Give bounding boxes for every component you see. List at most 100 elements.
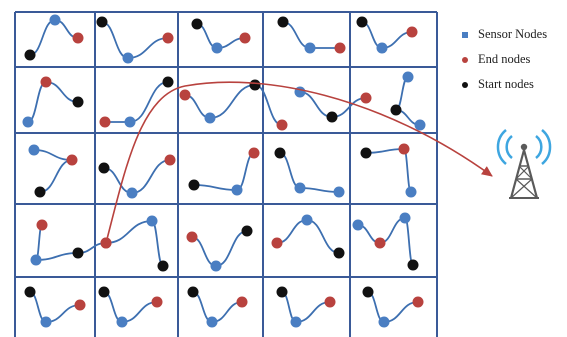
start-node (157, 260, 169, 272)
end-node (374, 237, 386, 249)
start-node (188, 179, 200, 191)
start-node (241, 225, 253, 237)
end-node (236, 296, 248, 308)
start-node (191, 18, 203, 30)
legend: Sensor Nodes End nodes Start nodes (462, 22, 547, 97)
node-path (27, 81, 79, 123)
sensor-node (116, 316, 128, 328)
end-node (276, 119, 288, 131)
node-path (192, 291, 243, 323)
sensor-node (352, 219, 364, 231)
end-node (74, 299, 86, 311)
sensor-node (124, 116, 136, 128)
end-node (99, 116, 111, 128)
sensor-node (402, 71, 414, 83)
start-node (98, 286, 110, 298)
node-path (103, 159, 171, 194)
start-node (333, 247, 345, 259)
start-node (277, 16, 289, 28)
cell-tower-icon (496, 129, 552, 199)
end-node (398, 143, 410, 155)
start-node (187, 286, 199, 298)
sensor-node (49, 14, 61, 26)
grid (14, 11, 438, 337)
start-node (249, 79, 261, 91)
sensor-node (333, 186, 345, 198)
start-node (390, 104, 402, 116)
sensor-node (126, 187, 138, 199)
end-node (164, 154, 176, 166)
node-path (357, 217, 414, 266)
end-node (162, 32, 174, 44)
start-node (98, 162, 110, 174)
sensor-node (210, 260, 222, 272)
sensor-node (414, 119, 426, 131)
node-path (29, 291, 81, 323)
node-path (101, 21, 169, 59)
sensor-node (22, 116, 34, 128)
sensor-node (301, 214, 313, 226)
node-path (365, 148, 412, 193)
node-path (193, 152, 255, 191)
sensor-node (405, 186, 417, 198)
sensor-node (294, 182, 306, 194)
start-node (407, 259, 419, 271)
start-node (24, 49, 36, 61)
start-node (274, 147, 286, 159)
start-node (34, 186, 46, 198)
start-node (162, 76, 174, 88)
sensor-node (204, 112, 216, 124)
start-node (24, 286, 36, 298)
end-node (360, 92, 372, 104)
sensor-node (231, 184, 243, 196)
sensor-node (206, 316, 218, 328)
end-node (72, 32, 84, 44)
node-path (103, 291, 158, 323)
node-path (105, 220, 164, 267)
end-node (151, 296, 163, 308)
node-path (395, 76, 421, 126)
end-node (239, 32, 251, 44)
start-node (360, 147, 372, 159)
legend-marker-sensor (462, 31, 468, 38)
end-node (186, 231, 198, 243)
legend-marker-start (462, 81, 468, 88)
node-path (281, 291, 331, 323)
end-node (271, 237, 283, 249)
legend-item-start: Start nodes (462, 72, 547, 97)
legend-label-sensor: Sensor Nodes (478, 27, 548, 41)
node-path (361, 21, 413, 49)
sensor-node (40, 316, 52, 328)
start-node (96, 16, 108, 28)
sensor-node (378, 316, 390, 328)
sensor-node (290, 316, 302, 328)
end-node (179, 89, 191, 101)
sensor-node (28, 144, 40, 156)
end-node (406, 26, 418, 38)
node-path (184, 84, 283, 126)
route-arrow (105, 81, 493, 244)
start-node (72, 247, 84, 259)
node-path (191, 230, 248, 267)
legend-item-end: End nodes (462, 47, 547, 72)
node-path (279, 152, 340, 193)
sensor-nodes (22, 14, 426, 328)
legend-marker-end (462, 56, 468, 63)
sensor-node (30, 254, 42, 266)
start-node (276, 286, 288, 298)
sensor-node (376, 42, 388, 54)
legend-label-end: End nodes (478, 52, 531, 66)
end-node (40, 76, 52, 88)
start-node (362, 286, 374, 298)
end-node (66, 154, 78, 166)
sensor-node (211, 42, 223, 54)
sensor-node (146, 215, 158, 227)
sensor-node (304, 42, 316, 54)
end-node (324, 296, 336, 308)
legend-label-start: Start nodes (478, 77, 534, 91)
node-path (35, 224, 107, 261)
start-node (326, 111, 338, 123)
start-node (356, 16, 368, 28)
end-node (412, 296, 424, 308)
